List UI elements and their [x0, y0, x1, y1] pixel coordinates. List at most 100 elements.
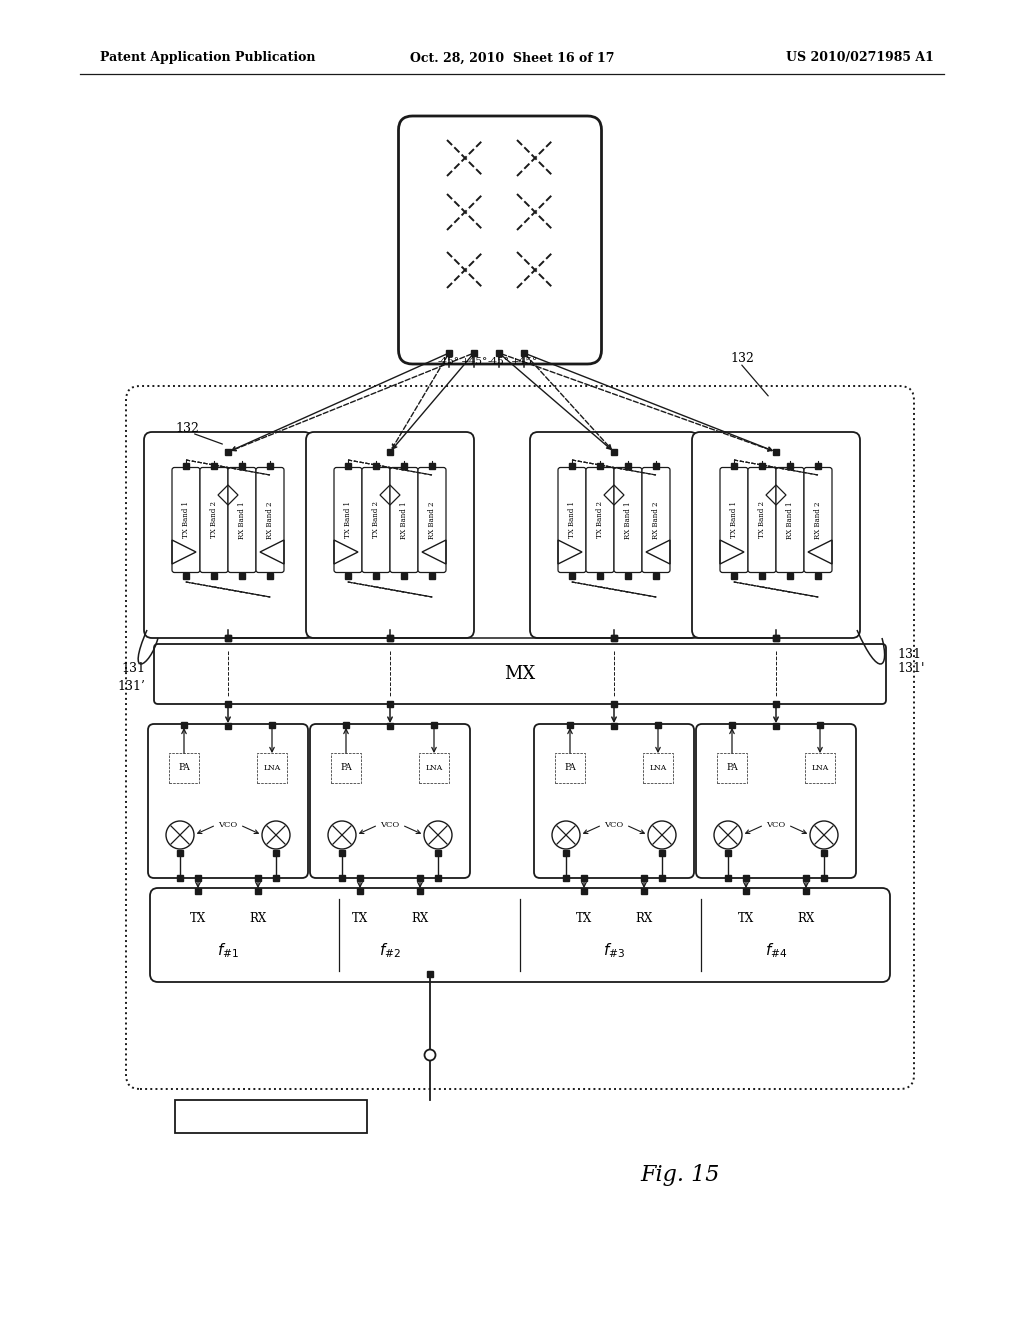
Bar	[773, 449, 779, 455]
Bar	[555, 752, 585, 783]
Text: RX Band 1: RX Band 1	[400, 502, 408, 539]
Text: TX Band 1: TX Band 1	[182, 502, 190, 539]
Bar	[373, 463, 379, 469]
Text: TX Band 2: TX Band 2	[758, 502, 766, 539]
Bar	[773, 635, 779, 642]
Bar	[239, 463, 245, 469]
Text: LNA: LNA	[649, 764, 667, 772]
Bar	[177, 850, 183, 855]
Bar	[759, 573, 765, 579]
Bar	[653, 463, 659, 469]
FancyBboxPatch shape	[642, 467, 670, 573]
Text: VCO: VCO	[604, 821, 624, 829]
Bar	[805, 752, 835, 783]
FancyBboxPatch shape	[418, 467, 446, 573]
Bar	[717, 752, 746, 783]
Bar	[641, 888, 647, 894]
Bar	[169, 752, 199, 783]
Bar	[815, 573, 821, 579]
Bar	[429, 463, 435, 469]
Bar	[435, 875, 441, 880]
Text: RX: RX	[412, 912, 429, 924]
Bar	[267, 573, 273, 579]
Bar	[655, 722, 662, 729]
Bar	[569, 573, 575, 579]
Bar	[429, 573, 435, 579]
Bar	[255, 875, 261, 880]
Bar	[387, 701, 393, 708]
Text: $f_{\#1}$: $f_{\#1}$	[217, 941, 239, 961]
Bar	[725, 875, 731, 880]
Text: 131: 131	[121, 661, 145, 675]
Bar	[759, 463, 765, 469]
Bar	[725, 850, 731, 855]
FancyBboxPatch shape	[126, 385, 914, 1089]
FancyBboxPatch shape	[150, 888, 890, 982]
Bar	[625, 463, 631, 469]
Text: TX Band 2: TX Band 2	[210, 502, 218, 539]
Text: PA: PA	[564, 763, 575, 772]
Text: 131’: 131’	[117, 680, 145, 693]
Bar	[787, 463, 793, 469]
Bar	[183, 573, 189, 579]
Bar	[431, 722, 437, 729]
Bar	[225, 635, 231, 642]
Bar	[731, 573, 737, 579]
Text: TX Band 1: TX Band 1	[730, 502, 738, 539]
Text: RX Band 2: RX Band 2	[814, 502, 822, 539]
Bar	[773, 635, 779, 642]
Bar	[569, 463, 575, 469]
Text: 131': 131'	[897, 661, 925, 675]
Bar	[581, 888, 587, 894]
Bar	[597, 463, 603, 469]
Text: RX Band 1: RX Band 1	[624, 502, 632, 539]
FancyBboxPatch shape	[334, 467, 362, 573]
Text: TX: TX	[352, 912, 368, 924]
Bar	[345, 463, 351, 469]
FancyBboxPatch shape	[748, 467, 776, 573]
Bar	[225, 701, 231, 708]
Text: VCO: VCO	[218, 821, 238, 829]
Text: PA: PA	[340, 763, 352, 772]
Text: TX Band 1: TX Band 1	[568, 502, 575, 539]
Bar	[339, 875, 345, 880]
Text: 132: 132	[175, 421, 199, 434]
Text: 132: 132	[730, 351, 754, 364]
Bar	[225, 635, 231, 642]
Bar	[563, 850, 569, 855]
Bar	[611, 701, 617, 708]
FancyBboxPatch shape	[228, 467, 256, 573]
Text: RX: RX	[250, 912, 266, 924]
Bar	[643, 752, 673, 783]
Bar	[343, 722, 349, 729]
Bar	[269, 722, 275, 729]
Bar	[195, 888, 201, 894]
Bar	[567, 722, 573, 729]
FancyBboxPatch shape	[558, 467, 586, 573]
Bar	[401, 573, 407, 579]
FancyBboxPatch shape	[256, 467, 284, 573]
Bar	[211, 573, 217, 579]
Bar	[729, 722, 735, 729]
Bar	[731, 463, 737, 469]
Text: VCO: VCO	[380, 821, 399, 829]
FancyBboxPatch shape	[144, 432, 312, 638]
Bar	[435, 850, 441, 855]
Bar	[817, 722, 823, 729]
Bar	[787, 573, 793, 579]
FancyBboxPatch shape	[534, 723, 694, 878]
FancyBboxPatch shape	[154, 644, 886, 704]
Text: Fig. 15: Fig. 15	[640, 1164, 720, 1185]
Text: RX Band 2: RX Band 2	[428, 502, 436, 539]
FancyBboxPatch shape	[614, 467, 642, 573]
Bar	[611, 449, 617, 455]
Bar	[225, 723, 231, 729]
Text: US 2010/0271985 A1: US 2010/0271985 A1	[786, 51, 934, 65]
Bar	[803, 888, 809, 894]
Text: 131: 131	[897, 648, 921, 661]
FancyBboxPatch shape	[306, 432, 474, 638]
FancyBboxPatch shape	[390, 467, 418, 573]
Bar	[195, 875, 201, 880]
Bar	[387, 723, 393, 729]
Text: LNA: LNA	[811, 764, 828, 772]
